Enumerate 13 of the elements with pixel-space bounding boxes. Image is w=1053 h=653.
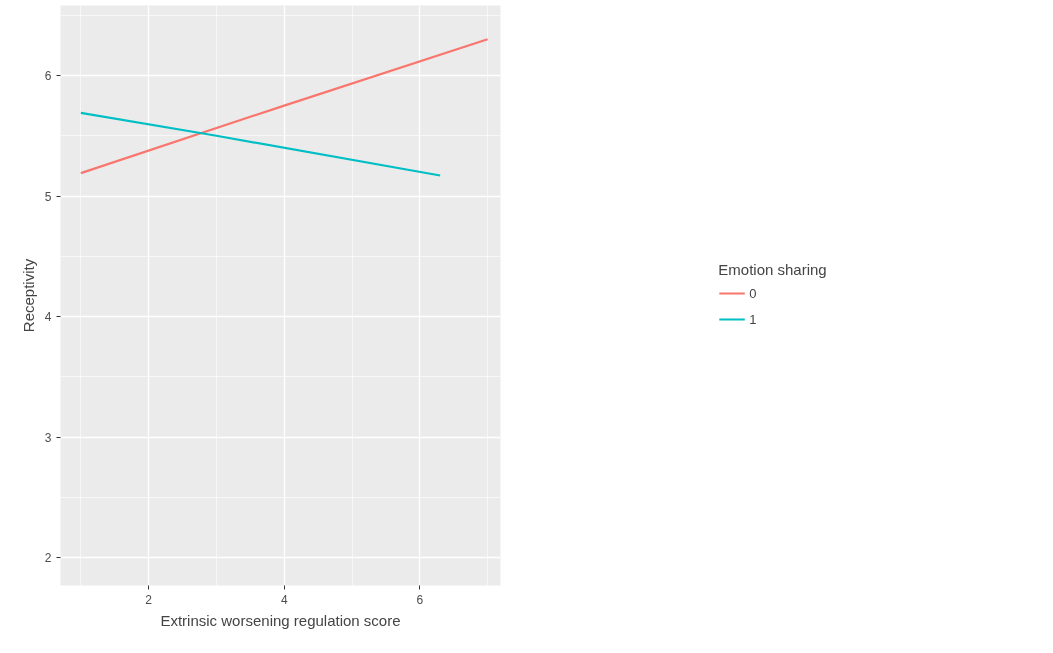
x-tick-label: 2 — [145, 592, 153, 607]
y-axis-title: Receptivity — [19, 258, 37, 333]
x-axis-title: Extrinsic worsening regulation score — [160, 611, 401, 629]
legend-label: 0 — [749, 285, 758, 301]
y-tick-label: 6 — [44, 68, 52, 83]
y-tick-label: 5 — [44, 189, 52, 204]
x-tick-label: 4 — [280, 592, 288, 607]
y-tick-label: 3 — [44, 430, 52, 445]
y-tick-label: 2 — [44, 551, 52, 566]
legend-title: Emotion sharing — [718, 261, 827, 278]
y-tick-label: 4 — [44, 310, 52, 325]
legend-label: 1 — [749, 311, 758, 327]
x-tick-label: 6 — [416, 592, 424, 607]
